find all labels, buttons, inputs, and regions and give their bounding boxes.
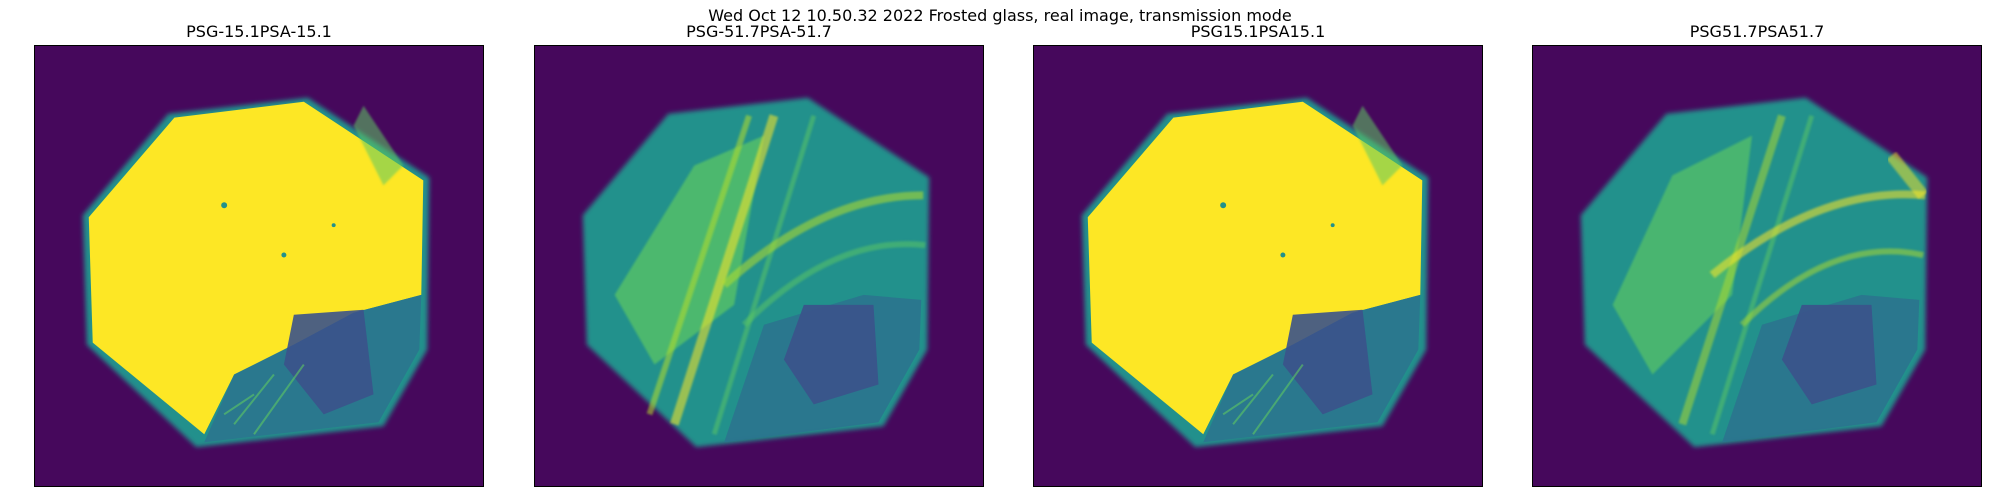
octagon-image-4 bbox=[1580, 97, 1928, 448]
panel-title-1: PSG-15.1PSA-15.1 bbox=[186, 22, 332, 41]
panel-title-4: PSG51.7PSA51.7 bbox=[1689, 22, 1825, 41]
panel-title-2: PSG-51.7PSA-51.7 bbox=[686, 22, 832, 41]
octagon-image-3 bbox=[1081, 97, 1429, 448]
figure-suptitle: Wed Oct 12 10.50.32 2022 Frosted glass, … bbox=[708, 6, 1292, 25]
image-panel-1 bbox=[34, 45, 484, 487]
panel-title-3: PSG15.1PSA15.1 bbox=[1190, 22, 1326, 41]
image-panel-2 bbox=[534, 45, 984, 487]
image-panel-3 bbox=[1033, 45, 1483, 487]
image-panel-4 bbox=[1532, 45, 1982, 487]
octagon-image-2 bbox=[582, 97, 930, 448]
octagon-image-1 bbox=[82, 97, 430, 448]
